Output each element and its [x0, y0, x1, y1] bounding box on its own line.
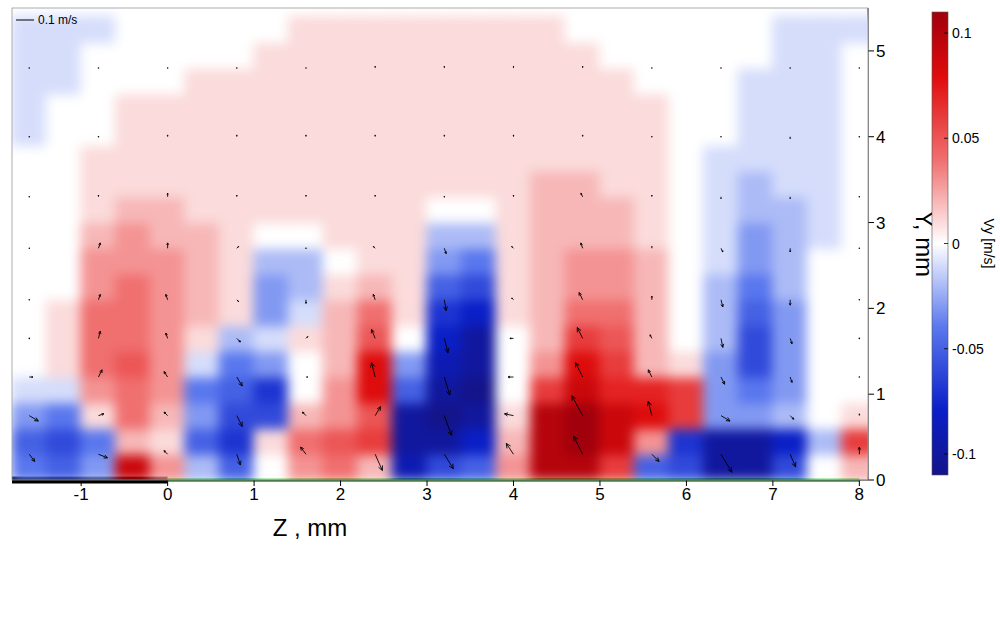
svg-text:5: 5 [876, 42, 885, 61]
svg-text:0: 0 [952, 236, 960, 252]
svg-text:Y, mm: Y, mm [911, 211, 938, 277]
svg-text:7: 7 [768, 485, 777, 504]
svg-text:3: 3 [422, 485, 431, 504]
svg-text:1: 1 [249, 485, 258, 504]
svg-text:0: 0 [163, 485, 172, 504]
svg-text:Vy [m/s]: Vy [m/s] [981, 218, 997, 268]
svg-text:-0.1: -0.1 [952, 446, 976, 462]
svg-text:0.1: 0.1 [952, 25, 972, 41]
svg-text:2: 2 [876, 299, 885, 318]
svg-text:6: 6 [682, 485, 691, 504]
svg-text:4: 4 [509, 485, 518, 504]
svg-text:3: 3 [876, 214, 885, 233]
svg-text:2: 2 [336, 485, 345, 504]
svg-text:0: 0 [876, 471, 885, 490]
svg-text:0.05: 0.05 [952, 130, 979, 146]
svg-text:8: 8 [855, 485, 864, 504]
svg-text:1: 1 [876, 385, 885, 404]
svg-text:-1: -1 [74, 485, 89, 504]
svg-text:0.1 m/s: 0.1 m/s [38, 13, 77, 27]
svg-text:-0.05: -0.05 [952, 341, 984, 357]
svg-text:4: 4 [876, 128, 885, 147]
svg-text:5: 5 [595, 485, 604, 504]
svg-text:Z , mm: Z , mm [273, 514, 348, 541]
